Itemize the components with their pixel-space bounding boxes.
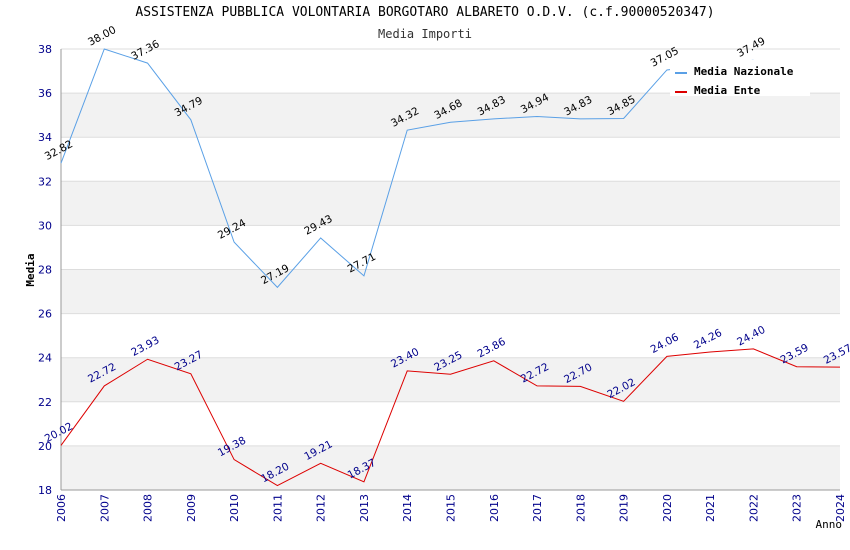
x-axis-ticks: 2006 2007 2008 2009 2010 2011 2012 2013 2014 2015… xyxy=(55,494,847,522)
grid-band xyxy=(61,181,840,226)
x-tick-label: 2016 xyxy=(488,494,501,522)
legend-box xyxy=(670,60,810,96)
grid-band xyxy=(61,137,840,182)
axes xyxy=(60,49,840,491)
grid-band xyxy=(61,445,840,490)
x-tick-label: 2018 xyxy=(574,494,587,522)
x-tick-label: 2007 xyxy=(98,494,111,522)
y-tick-label: 36 xyxy=(38,87,52,100)
y-axis-title: Media xyxy=(24,253,37,286)
x-tick-label: 2019 xyxy=(618,494,631,522)
series-line-media-nazionale xyxy=(60,48,754,289)
y-axis-ticks: 18 20 22 24 26 28 30 32 34 36 38 xyxy=(38,43,52,497)
grid-band xyxy=(61,269,840,314)
x-tick-label: 2024 xyxy=(834,494,847,522)
x-tick-label: 2008 xyxy=(142,494,155,522)
x-tick-label: 2012 xyxy=(315,494,328,522)
series-line-media-ente xyxy=(60,348,841,487)
x-axis-title: Anno xyxy=(816,518,843,531)
x-tick-label: 2022 xyxy=(747,494,760,522)
x-tick-label: 2021 xyxy=(704,494,717,522)
grid-band xyxy=(61,313,840,358)
chart-title: ASSISTENZA PUBBLICA VOLONTARIA BORGOTARO… xyxy=(135,5,715,20)
y-tick-label: 30 xyxy=(38,219,52,232)
x-tick-label: 2011 xyxy=(271,494,284,522)
legend-label-media-ente: Media Ente xyxy=(694,84,761,97)
x-tick-label: 2015 xyxy=(445,494,458,522)
x-tick-label: 2013 xyxy=(358,494,371,522)
chart-subtitle: Media Importi xyxy=(378,27,472,41)
grid-band xyxy=(61,225,840,270)
x-tick-label: 2006 xyxy=(55,494,68,522)
legend-label-media-nazionale: Media Nazionale xyxy=(694,65,794,78)
y-tick-label: 22 xyxy=(38,396,52,409)
x-tick-label: 2014 xyxy=(401,494,414,522)
y-tick-label: 24 xyxy=(38,352,52,365)
x-tick-label: 2020 xyxy=(661,494,674,522)
legend: Media Nazionale Media Ente xyxy=(670,60,810,97)
grid-band xyxy=(61,401,840,446)
series-lines xyxy=(60,48,841,487)
x-tick-label: 2010 xyxy=(228,494,241,522)
grid-band xyxy=(61,357,840,402)
grid-bands xyxy=(61,49,840,490)
data-label-media-nazionale: 38.00 xyxy=(86,24,118,49)
x-tick-label: 2009 xyxy=(185,494,198,522)
y-tick-label: 34 xyxy=(38,131,52,144)
y-tick-label: 18 xyxy=(38,484,52,497)
x-tick-label: 2017 xyxy=(531,494,544,522)
y-tick-label: 20 xyxy=(38,440,52,453)
y-tick-label: 28 xyxy=(38,264,52,277)
x-tick-label: 2023 xyxy=(791,494,804,522)
grid-band xyxy=(61,93,840,138)
y-tick-label: 38 xyxy=(38,43,52,56)
y-tick-label: 32 xyxy=(38,175,52,188)
y-tick-label: 26 xyxy=(38,308,52,321)
